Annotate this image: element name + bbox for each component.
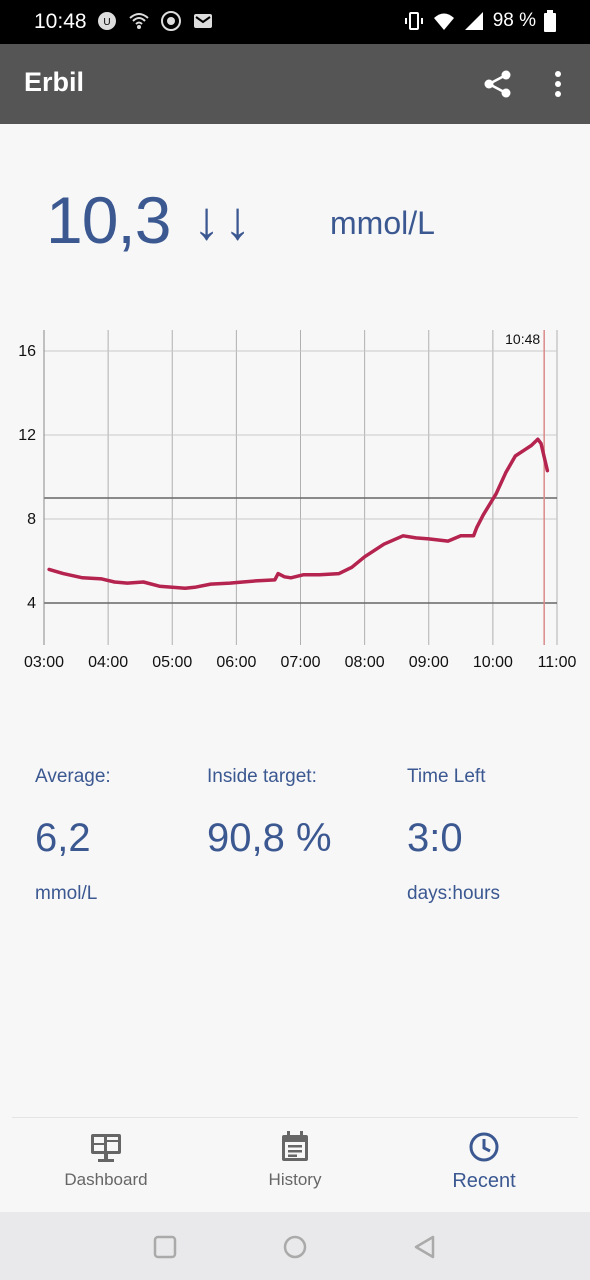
x-tick-label: 07:00 (280, 654, 320, 671)
y-tick-label: 12 (18, 427, 36, 444)
average-stat: Average: 6,2 mmol/L (35, 766, 111, 905)
nav-dashboard-label: Dashboard (64, 1170, 148, 1189)
nav-history[interactable]: History (215, 1130, 375, 1190)
x-tick-label: 11:00 (538, 654, 577, 671)
inside-target-stat: Inside target: 90,8 % (207, 766, 332, 861)
y-tick-label: 16 (18, 343, 36, 360)
dashboard-icon (91, 1134, 121, 1162)
system-navigation-bar (0, 1212, 590, 1280)
glucose-chart: 03:00 04:00 05:00 06:00 07:00 08:00 09:00 10:00… (18, 330, 577, 671)
share-icon[interactable] (482, 68, 514, 100)
home-circle-icon[interactable] (282, 1234, 308, 1260)
x-tick-label: 06:00 (216, 654, 256, 671)
nav-recent-label: Recent (452, 1170, 516, 1192)
gmail-icon (194, 14, 212, 28)
badge-notification-icon (161, 11, 181, 31)
nav-recent[interactable]: Recent (404, 1130, 564, 1193)
average-value: 6,2 (35, 816, 91, 860)
clock-icon (469, 1132, 499, 1162)
y-tick-label: 8 (27, 511, 36, 528)
back-triangle-icon[interactable] (412, 1234, 438, 1260)
status-time: 10:48 (34, 10, 87, 33)
x-tick-label: 08:00 (345, 654, 385, 671)
wifi-icon (433, 13, 454, 30)
time-left-stat: Time Left 3:0 days:hours (407, 766, 500, 905)
average-unit: mmol/L (35, 883, 98, 904)
inside-target-label: Inside target: (207, 766, 317, 787)
status-bar: 10:48 U 98 % (0, 0, 590, 44)
trend-arrows: ↓↓ (193, 191, 255, 251)
glucose-value: 10,3 (46, 183, 171, 257)
glucose-unit: mmol/L (330, 205, 435, 241)
nav-dashboard[interactable]: Dashboard (26, 1130, 186, 1190)
battery-percent: 98 % (492, 10, 536, 31)
time-left-label: Time Left (407, 766, 486, 787)
time-left-unit: days:hours (407, 883, 500, 904)
app-bar: Erbil (0, 44, 590, 124)
notification-icons: U (96, 10, 214, 32)
vibrate-icon (404, 12, 423, 30)
wifi-notification-icon (129, 13, 149, 29)
y-tick-label: 4 (27, 595, 36, 612)
svg-text:U: U (103, 17, 110, 28)
nav-history-label: History (268, 1170, 322, 1189)
glucose-series-line (47, 437, 550, 591)
calendar-icon (282, 1131, 308, 1161)
x-tick-label: 10:00 (473, 654, 513, 671)
x-tick-label: 05:00 (152, 654, 192, 671)
bottom-navigation: Dashboard History Recent (12, 1117, 578, 1212)
app-notification-icon: U (98, 12, 116, 30)
more-options-icon[interactable] (544, 68, 572, 100)
app-title: Erbil (24, 67, 85, 97)
x-tick-label: 09:00 (409, 654, 449, 671)
inside-target-value: 90,8 % (207, 816, 332, 860)
battery-icon (544, 10, 556, 32)
current-time-label: 10:48 (505, 331, 540, 347)
time-left-value: 3:0 (407, 816, 463, 860)
recents-square-icon[interactable] (152, 1234, 178, 1260)
system-status-icons: 98 % (403, 10, 556, 32)
average-label: Average: (35, 766, 111, 787)
x-tick-label: 03:00 (24, 654, 64, 671)
x-tick-label: 04:00 (88, 654, 128, 671)
signal-icon (464, 12, 483, 30)
